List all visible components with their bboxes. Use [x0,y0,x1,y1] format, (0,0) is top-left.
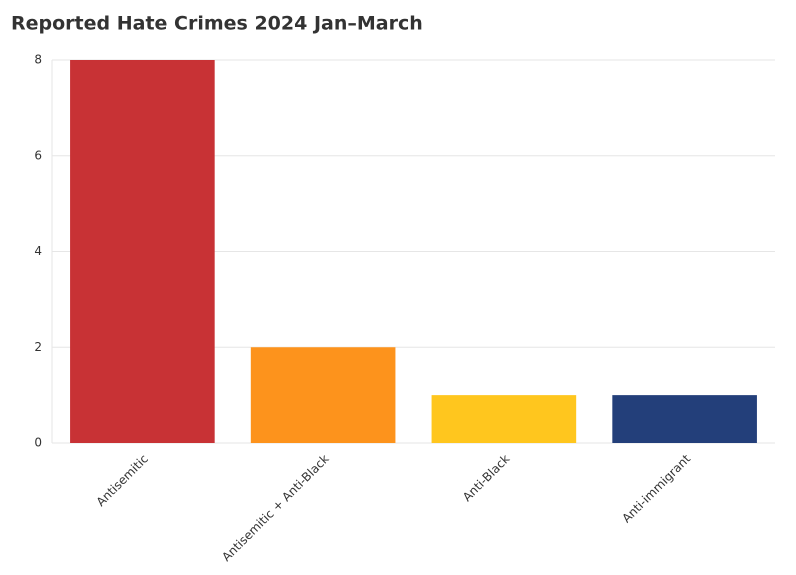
y-tick-label: 2 [34,340,42,354]
x-tick-label: Anti-Black [460,452,513,505]
bar [250,347,396,443]
x-tick-label: Anti-immigrant [619,451,693,525]
y-tick-label: 8 [34,53,42,67]
y-tick-label: 0 [34,436,42,450]
y-tick-label: 4 [34,244,42,258]
bar [431,395,577,443]
x-tick-label: Antisemitic + Anti-Black [219,452,332,565]
y-tick-label: 6 [34,148,42,162]
bar [612,395,757,443]
chart-title: Reported Hate Crimes 2024 Jan–March [11,13,423,35]
x-tick-label: Antisemitic [94,452,151,509]
bar [70,60,215,443]
